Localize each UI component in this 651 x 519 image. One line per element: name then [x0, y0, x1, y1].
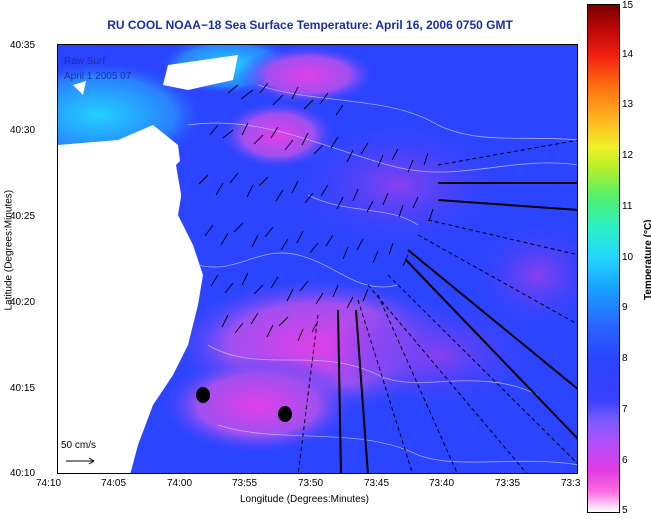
x-tick-label: 73:40: [429, 478, 455, 489]
temperature-colorbar: [587, 4, 620, 513]
colorbar-tick: 12: [622, 150, 634, 161]
bay: [176, 157, 188, 200]
y-tick-label: 40:10: [10, 468, 36, 479]
x-tick-label: 74:00: [167, 478, 193, 489]
land-mass: [163, 55, 238, 90]
colorbar-tick: 5: [622, 505, 628, 516]
legend-line-2: April 1 2005 07: [64, 69, 131, 84]
x-tick-label: 73:50: [298, 478, 324, 489]
cold-water-patch: [278, 115, 518, 255]
scale-vector-arrow: [66, 457, 95, 465]
legend-line-1: Raw Surf: [64, 56, 106, 67]
station-marker: [278, 406, 292, 422]
y-tick-label: 40:15: [10, 383, 36, 394]
colorbar-tick: 7: [622, 404, 628, 415]
current-vectors: [198, 82, 434, 342]
radar-beam-lines: [297, 139, 577, 473]
x-tick-label: 73:45: [364, 478, 390, 489]
cold-water-patch: [468, 215, 577, 335]
x-tick-label: 73:3: [561, 478, 581, 489]
bathymetry-contours: [187, 84, 577, 466]
x-tick-label: 74:10: [36, 478, 62, 489]
colorbar-tick: 13: [622, 99, 634, 110]
y-axis-label: Latitude (Degrees:Minutes): [3, 189, 15, 311]
x-tick-label: 73:55: [232, 478, 258, 489]
sst-map: [57, 44, 578, 474]
y-tick-label: 40:25: [10, 211, 36, 222]
colorbar-tick: 10: [622, 252, 634, 263]
land-mass: [73, 81, 86, 95]
sst-map-svg: [58, 45, 577, 473]
x-tick-label: 74:05: [101, 478, 127, 489]
colorbar-tick: 14: [622, 49, 634, 60]
cold-water-patch: [158, 355, 358, 455]
legend-line-2-date: April 1: [64, 71, 93, 82]
legend-line-2-tail: 2005 07: [95, 71, 132, 82]
y-tick-label: 40:20: [10, 297, 36, 308]
y-tick-label: 40:30: [10, 125, 36, 136]
station-marker: [196, 387, 210, 403]
colorbar-tick: 8: [622, 353, 628, 364]
map-title: RU COOL NOAA−18 Sea Surface Temperature:…: [107, 18, 513, 32]
colorbar-label: Temperature (°C): [643, 219, 651, 301]
x-tick-label: 73:35: [495, 478, 521, 489]
scale-vector-label: 50 cm/s: [61, 440, 97, 451]
colorbar-tick: 9: [622, 302, 628, 313]
colorbar-tick: 6: [622, 455, 628, 466]
colorbar-tick: 11: [622, 201, 633, 212]
cold-water-patch: [328, 295, 548, 415]
land-mass: [58, 125, 203, 473]
map-legend: Raw Surf April 1 2005 07: [64, 54, 131, 84]
x-axis-label: Longitude (Degrees:Minutes): [240, 494, 369, 505]
colorbar-tick: 15: [622, 0, 634, 11]
y-tick-label: 40:35: [10, 40, 36, 51]
cold-water-patch: [238, 45, 378, 105]
